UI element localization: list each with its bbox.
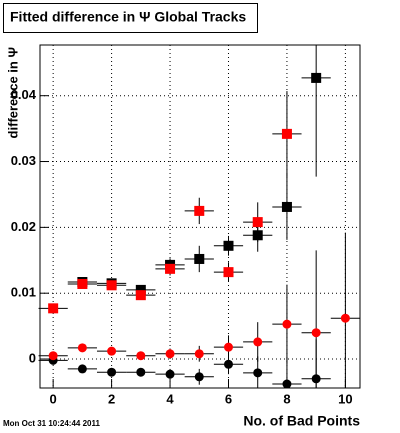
marker-circle — [311, 328, 321, 338]
marker-square — [48, 303, 59, 314]
marker-square — [77, 278, 88, 289]
marker-square — [281, 128, 292, 139]
marker-circle — [165, 369, 175, 379]
x-tick-label: 4 — [166, 391, 174, 406]
marker-circle — [253, 368, 263, 378]
marker-circle — [282, 319, 292, 329]
x-tick-label: 0 — [50, 391, 57, 406]
marker-circle — [165, 349, 175, 359]
marker-circle — [107, 346, 117, 356]
y-tick-label: 0.02 — [11, 219, 36, 234]
x-tick-label: 10 — [338, 391, 352, 406]
marker-square — [194, 253, 205, 264]
y-tick-label: 0.04 — [11, 87, 37, 102]
x-tick-label: 2 — [108, 391, 115, 406]
x-axis-label: No. of Bad Points — [243, 413, 360, 429]
plot-frame — [39, 44, 361, 389]
marker-circle — [107, 367, 117, 377]
marker-circle — [48, 351, 58, 361]
marker-circle — [136, 351, 146, 361]
marker-square — [281, 201, 292, 212]
y-tick-label: 0.03 — [11, 153, 36, 168]
chart-title: Fitted difference in Ψ Global Tracks — [10, 9, 246, 25]
marker-circle — [77, 364, 87, 374]
marker-circle — [223, 359, 233, 369]
marker-circle — [282, 379, 292, 389]
marker-square — [194, 205, 205, 216]
marker-circle — [223, 342, 233, 352]
marker-square — [165, 263, 176, 274]
marker-circle — [77, 343, 87, 353]
y-tick-label: 0 — [29, 350, 36, 365]
marker-square — [311, 72, 322, 83]
marker-square — [135, 290, 146, 301]
title-box — [3, 3, 258, 33]
marker-circle — [253, 337, 263, 347]
marker-circle — [136, 367, 146, 377]
marker-circle — [340, 313, 350, 323]
marker-circle — [194, 372, 204, 382]
marker-square — [223, 267, 234, 278]
y-tick-label: 0.01 — [11, 285, 36, 300]
x-tick-label: 6 — [225, 391, 232, 406]
marker-square — [106, 280, 117, 291]
x-tick-label: 8 — [283, 391, 290, 406]
marker-square — [135, 284, 146, 295]
marker-square — [223, 240, 234, 251]
marker-square — [252, 217, 263, 228]
y-axis-label: difference in Ψ — [5, 47, 20, 138]
marker-circle — [194, 349, 204, 359]
timestamp: Mon Oct 31 10:24:44 2011 — [3, 419, 100, 428]
